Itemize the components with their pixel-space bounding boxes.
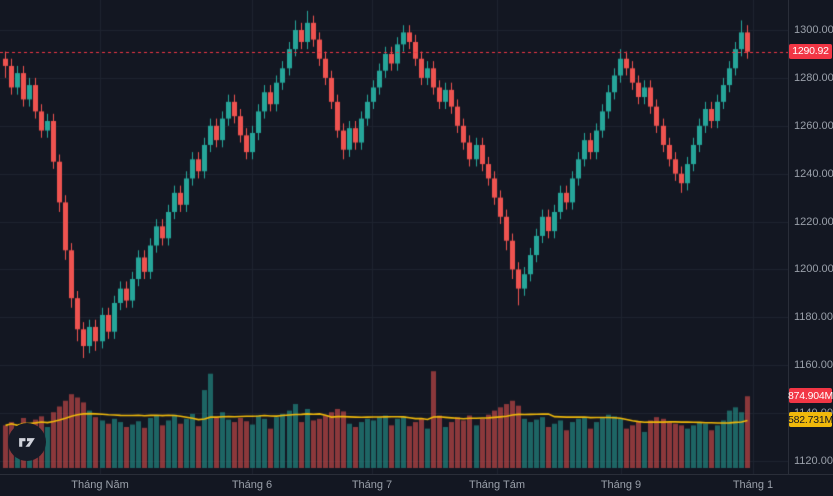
- price-tick-label: 1300.00: [794, 24, 833, 36]
- tradingview-logo-icon: [19, 438, 35, 447]
- volume-ma-badge: 582.731M: [787, 412, 833, 428]
- candlestick-chart-canvas[interactable]: [0, 0, 788, 474]
- price-tick-label: 1180.00: [794, 311, 833, 324]
- time-axis-label: Tháng Năm: [71, 479, 129, 491]
- last-price-badge: 1290.92: [789, 43, 832, 59]
- price-tick-label: 1260.00: [794, 119, 833, 132]
- price-tick-label: 1200.00: [794, 263, 833, 276]
- price-tick-label: 1160.00: [794, 359, 833, 372]
- time-axis-label: Tháng 7: [351, 479, 393, 491]
- tradingview-logo[interactable]: [8, 423, 46, 461]
- time-axis-label: Tháng 6: [231, 479, 273, 491]
- price-tick-label: 1120.00: [794, 455, 833, 467]
- time-axis-label: Tháng Tám: [468, 479, 526, 491]
- time-axis-label: Tháng 9: [600, 479, 642, 491]
- price-tick-label: 1280.00: [794, 71, 833, 84]
- price-tick-label: 1240.00: [794, 167, 833, 180]
- volume-badge: 874.904M: [787, 388, 833, 404]
- price-tick-label: 1220.00: [794, 215, 833, 228]
- time-axis-label: Tháng 1: [732, 479, 774, 491]
- time-axis[interactable]: Tháng Năm Tháng 6 Tháng 7 Tháng Tám Tháng 9 T…: [0, 474, 833, 496]
